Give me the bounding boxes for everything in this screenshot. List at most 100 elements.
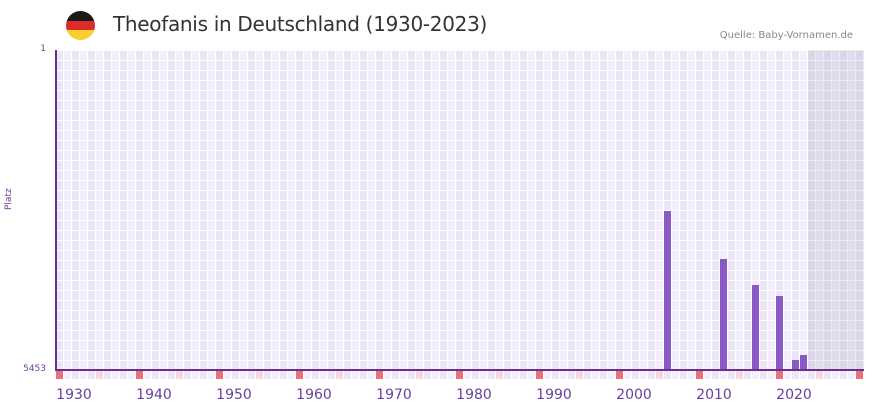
- grid-cell: [720, 111, 727, 120]
- grid-cell: [304, 141, 311, 150]
- grid-cell: [448, 331, 455, 340]
- grid-cell: [384, 181, 391, 190]
- grid-cell: [752, 221, 759, 230]
- grid-cell: [352, 101, 359, 110]
- grid-cell: [144, 181, 151, 190]
- grid-cell: [664, 171, 671, 180]
- grid-cell: [800, 181, 807, 190]
- grid-cell: [488, 291, 495, 300]
- bar-2020[interactable]: [792, 360, 799, 370]
- grid-cell: [296, 191, 303, 200]
- grid-cell: [432, 201, 439, 210]
- grid-cell: [696, 261, 703, 270]
- grid-cell: [624, 281, 631, 290]
- year-marker: [224, 371, 231, 379]
- grid-cell: [816, 181, 823, 190]
- grid-cell: [744, 221, 751, 230]
- grid-cell: [608, 321, 615, 330]
- grid-cell: [424, 181, 431, 190]
- grid-cell: [504, 51, 511, 60]
- grid-cell: [768, 231, 775, 240]
- grid-cell: [344, 61, 351, 70]
- grid-cell: [408, 251, 415, 260]
- grid-cell: [760, 81, 767, 90]
- grid-cell: [688, 241, 695, 250]
- grid-cell: [584, 351, 591, 360]
- grid-cell: [592, 211, 599, 220]
- grid-cell: [232, 91, 239, 100]
- grid-cell: [696, 71, 703, 80]
- grid-cell: [456, 241, 463, 250]
- grid-cell: [696, 111, 703, 120]
- grid-cell: [680, 291, 687, 300]
- grid-cell: [56, 51, 63, 60]
- grid-cell: [744, 91, 751, 100]
- grid-cell: [584, 141, 591, 150]
- grid-cell: [360, 111, 367, 120]
- grid-cell: [568, 311, 575, 320]
- grid-cell: [96, 61, 103, 70]
- grid-cell: [544, 201, 551, 210]
- grid-cell: [264, 321, 271, 330]
- grid-cell: [304, 291, 311, 300]
- grid-cell: [712, 181, 719, 190]
- grid-cell: [752, 81, 759, 90]
- grid-cell: [768, 101, 775, 110]
- grid-cell: [240, 81, 247, 90]
- grid-cell: [624, 201, 631, 210]
- grid-cell: [104, 71, 111, 80]
- grid-cell: [816, 301, 823, 310]
- grid-cell: [440, 81, 447, 90]
- bar-2021[interactable]: [800, 355, 807, 370]
- bar-2018[interactable]: [776, 295, 783, 370]
- grid-cell: [160, 351, 167, 360]
- grid-cell: [544, 141, 551, 150]
- grid-cell: [304, 211, 311, 220]
- grid-cell: [208, 241, 215, 250]
- bar-2011[interactable]: [720, 259, 727, 370]
- year-marker: [792, 371, 799, 379]
- grid-cell: [712, 251, 719, 260]
- grid-cell: [336, 331, 343, 340]
- grid-cell: [360, 181, 367, 190]
- grid-cell: [560, 161, 567, 170]
- grid-cell: [488, 231, 495, 240]
- grid-cell: [112, 61, 119, 70]
- grid-cell: [88, 71, 95, 80]
- bar-2015[interactable]: [752, 285, 759, 370]
- grid-cell: [552, 201, 559, 210]
- grid-cell: [704, 171, 711, 180]
- grid-cell: [472, 211, 479, 220]
- grid-cell: [680, 121, 687, 130]
- grid-cell: [752, 51, 759, 60]
- grid-cell: [632, 161, 639, 170]
- grid-cell: [656, 251, 663, 260]
- bar-2004[interactable]: [664, 210, 671, 370]
- grid-cell: [696, 231, 703, 240]
- grid-cell: [272, 311, 279, 320]
- grid-cell: [392, 331, 399, 340]
- grid-cell: [496, 331, 503, 340]
- grid-cell: [536, 271, 543, 280]
- grid-cell: [624, 211, 631, 220]
- grid-cell: [304, 271, 311, 280]
- grid-cell: [712, 301, 719, 310]
- grid-cell: [416, 211, 423, 220]
- grid-cell: [648, 321, 655, 330]
- grid-cell: [536, 161, 543, 170]
- grid-cell: [160, 91, 167, 100]
- grid-cell: [416, 171, 423, 180]
- grid-cell: [632, 51, 639, 60]
- grid-cell: [416, 61, 423, 70]
- grid-cell: [776, 261, 783, 270]
- grid-cell: [232, 111, 239, 120]
- grid-cell: [824, 221, 831, 230]
- grid-cell: [816, 291, 823, 300]
- grid-cell: [72, 171, 79, 180]
- grid-cell: [336, 281, 343, 290]
- grid-cell: [416, 241, 423, 250]
- grid-cell: [152, 291, 159, 300]
- grid-cell: [56, 351, 63, 360]
- grid-cell: [288, 101, 295, 110]
- grid-cell: [112, 361, 119, 370]
